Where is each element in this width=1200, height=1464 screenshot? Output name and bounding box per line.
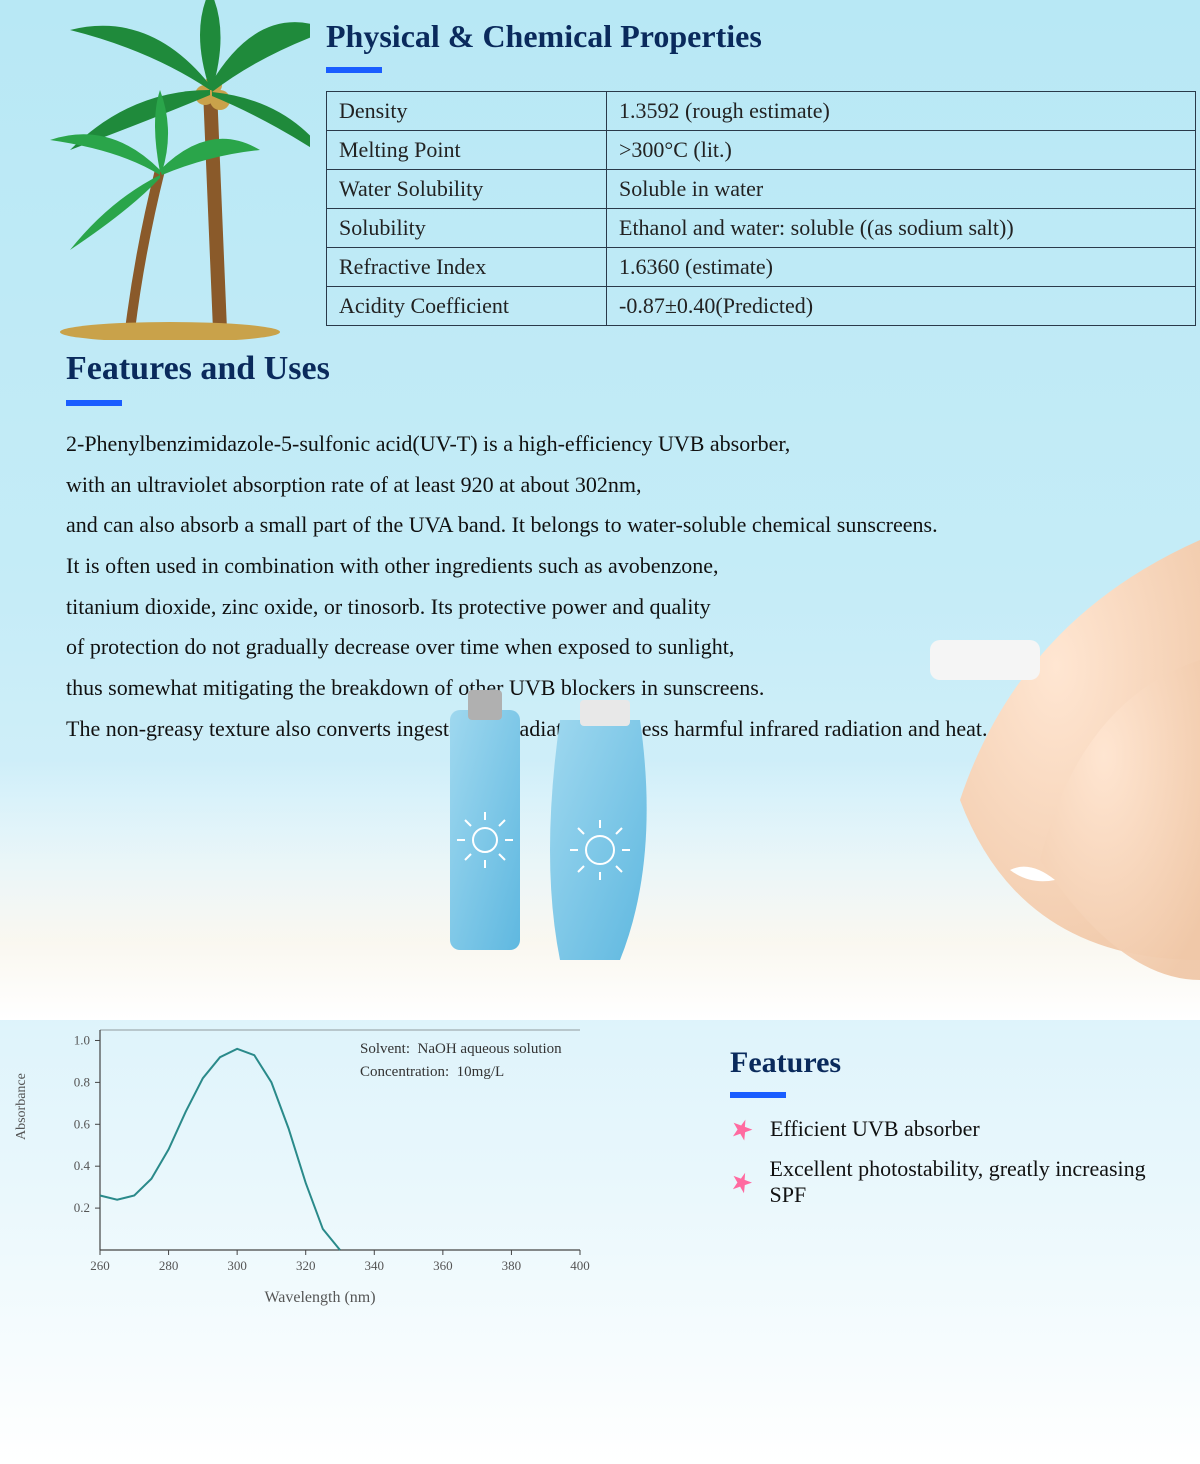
table-row: Water SolubilitySoluble in water (327, 170, 1196, 209)
star-bullet-icon (730, 1170, 754, 1194)
feature-item: Excellent photostability, greatly increa… (730, 1156, 1180, 1208)
star-bullet-icon (730, 1117, 754, 1141)
section-title: Features and Uses (66, 350, 1146, 388)
svg-text:0.4: 0.4 (74, 1158, 91, 1173)
title-underline (326, 67, 382, 73)
table-row: SolubilityEthanol and water: soluble ((a… (327, 209, 1196, 248)
title-underline (66, 400, 122, 406)
svg-text:260: 260 (90, 1258, 110, 1273)
chart-annotation: Solvent: NaOH aqueous solution Concentra… (360, 1038, 562, 1083)
property-label: Water Solubility (327, 170, 607, 209)
body-paragraph: of protection do not gradually decrease … (66, 627, 1146, 668)
table-row: Melting Point>300°C (lit.) (327, 131, 1196, 170)
properties-table: Density1.3592 (rough estimate)Melting Po… (326, 91, 1196, 326)
svg-text:0.2: 0.2 (74, 1200, 90, 1215)
section-title: Features (730, 1046, 1180, 1080)
svg-text:1.0: 1.0 (74, 1032, 90, 1047)
property-label: Melting Point (327, 131, 607, 170)
chart-x-axis-label: Wavelength (nm) (50, 1289, 590, 1307)
property-value: 1.3592 (rough estimate) (607, 92, 1196, 131)
body-paragraph: 2-Phenylbenzimidazole-5-sulfonic acid(UV… (66, 424, 1146, 465)
chart-y-axis-label: Absorbance (14, 1073, 30, 1140)
property-value: >300°C (lit.) (607, 131, 1196, 170)
body-paragraph: It is often used in combination with oth… (66, 546, 1146, 587)
svg-text:0.6: 0.6 (74, 1116, 91, 1131)
feature-text: Excellent photostability, greatly increa… (770, 1156, 1180, 1208)
svg-text:300: 300 (227, 1258, 247, 1273)
body-paragraph: thus somewhat mitigating the breakdown o… (66, 668, 1146, 709)
absorbance-chart: Absorbance 0.20.40.60.81.026028030032034… (20, 1020, 590, 1307)
svg-text:320: 320 (296, 1258, 316, 1273)
property-value: Ethanol and water: soluble ((as sodium s… (607, 209, 1196, 248)
property-label: Density (327, 92, 607, 131)
bottom-row: Absorbance 0.20.40.60.81.026028030032034… (20, 1020, 1180, 1307)
body-paragraph: The non-greasy texture also converts ing… (66, 709, 1146, 750)
svg-text:400: 400 (570, 1258, 590, 1273)
body-paragraph: titanium dioxide, zinc oxide, or tinosor… (66, 587, 1146, 628)
property-value: Soluble in water (607, 170, 1196, 209)
features-and-uses-section: Features and Uses 2-Phenylbenzimidazole-… (66, 350, 1146, 750)
svg-text:340: 340 (365, 1258, 385, 1273)
physical-chemical-properties-section: Physical & Chemical Properties Density1.… (326, 18, 1196, 326)
feature-text: Efficient UVB absorber (770, 1116, 980, 1142)
property-label: Refractive Index (327, 248, 607, 287)
property-label: Acidity Coefficient (327, 287, 607, 326)
property-value: -0.87±0.40(Predicted) (607, 287, 1196, 326)
svg-text:0.8: 0.8 (74, 1074, 90, 1089)
body-paragraph: and can also absorb a small part of the … (66, 505, 1146, 546)
svg-text:360: 360 (433, 1258, 453, 1273)
svg-text:280: 280 (159, 1258, 179, 1273)
features-uses-body: 2-Phenylbenzimidazole-5-sulfonic acid(UV… (66, 424, 1146, 750)
features-list: Efficient UVB absorber Excellent photosta… (730, 1116, 1180, 1208)
table-row: Refractive Index1.6360 (estimate) (327, 248, 1196, 287)
title-underline (730, 1092, 786, 1098)
table-row: Density1.3592 (rough estimate) (327, 92, 1196, 131)
property-label: Solubility (327, 209, 607, 248)
feature-item: Efficient UVB absorber (730, 1116, 1180, 1142)
svg-text:380: 380 (502, 1258, 522, 1273)
body-paragraph: with an ultraviolet absorption rate of a… (66, 465, 1146, 506)
section-title: Physical & Chemical Properties (326, 18, 1196, 55)
palm-tree-decoration (30, 0, 310, 340)
table-row: Acidity Coefficient-0.87±0.40(Predicted) (327, 287, 1196, 326)
property-value: 1.6360 (estimate) (607, 248, 1196, 287)
features-section: Features Efficient UVB absorber Excellent… (730, 1020, 1180, 1307)
